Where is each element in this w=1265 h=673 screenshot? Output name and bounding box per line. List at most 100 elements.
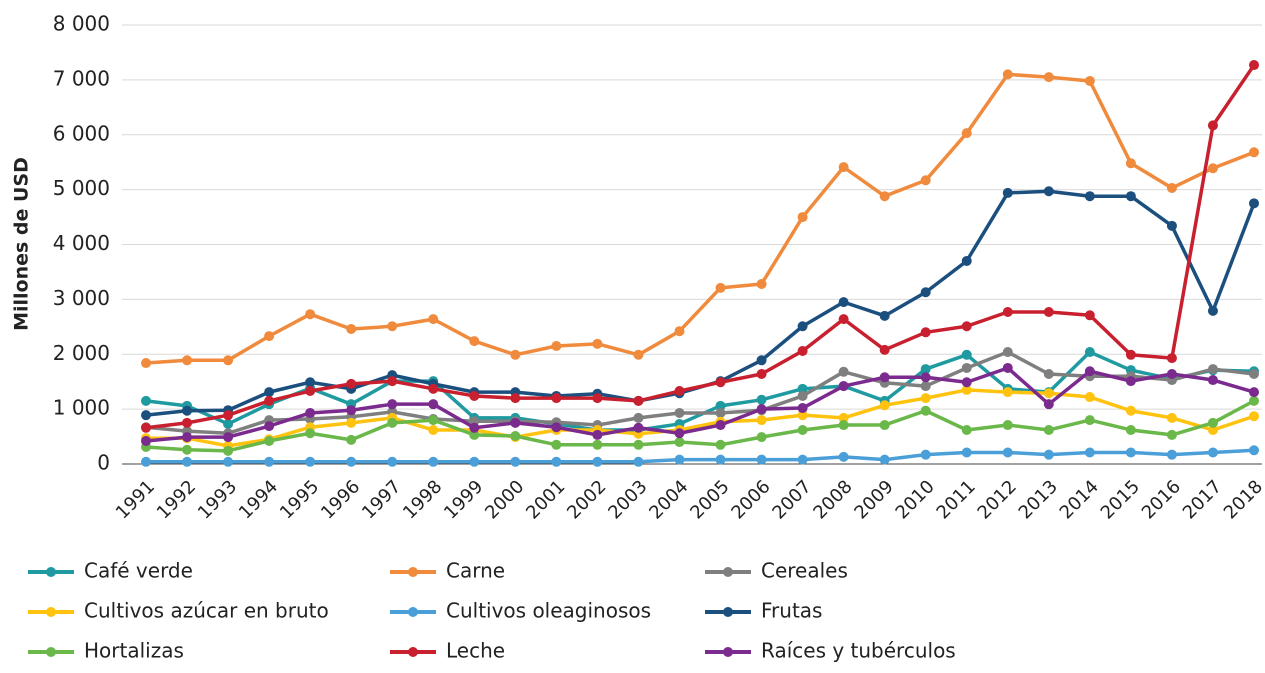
data-point <box>674 407 685 418</box>
data-point <box>1084 191 1095 202</box>
data-point <box>674 386 685 397</box>
data-point <box>1166 220 1177 231</box>
data-point <box>756 369 767 380</box>
data-point <box>510 417 521 428</box>
x-tick-label: 2017 <box>1179 476 1226 523</box>
data-point <box>1084 447 1095 458</box>
data-point <box>551 456 562 467</box>
data-point <box>961 255 972 266</box>
data-point <box>756 279 767 290</box>
y-tick-label: 2 000 <box>53 341 110 365</box>
x-tick-label: 2009 <box>850 476 897 523</box>
data-point <box>633 456 644 467</box>
x-tick-label: 2007 <box>768 476 815 523</box>
legend-label: Hortalizas <box>84 639 184 663</box>
data-point <box>1002 69 1013 80</box>
data-point <box>1043 399 1054 410</box>
data-point <box>1002 387 1013 398</box>
legend-marker <box>723 607 733 617</box>
data-point <box>879 310 890 321</box>
data-point <box>1166 182 1177 193</box>
data-point <box>1207 447 1218 458</box>
data-point <box>1043 388 1054 399</box>
data-point <box>715 400 726 411</box>
x-tick-label: 2002 <box>563 476 610 523</box>
data-point <box>346 456 357 467</box>
data-point <box>428 424 439 435</box>
data-point <box>674 437 685 448</box>
data-point <box>961 377 972 388</box>
data-point <box>797 403 808 414</box>
data-point <box>920 327 931 338</box>
data-point <box>346 378 357 389</box>
data-point <box>1084 366 1095 377</box>
data-point <box>920 364 931 375</box>
data-point <box>387 321 398 332</box>
legend-label: Cereales <box>761 559 848 583</box>
data-point <box>1207 424 1218 435</box>
data-point <box>428 415 439 426</box>
data-point <box>797 390 808 401</box>
x-tick-label: 2008 <box>809 476 856 523</box>
data-point <box>1207 163 1218 174</box>
data-point <box>428 399 439 410</box>
x-tick-label: 2001 <box>522 476 569 523</box>
data-point <box>1207 120 1218 131</box>
data-point <box>469 390 480 401</box>
y-tick-label: 1 000 <box>53 396 110 420</box>
data-point <box>920 175 931 186</box>
data-point <box>1084 75 1095 86</box>
data-point <box>715 377 726 388</box>
data-point <box>797 345 808 356</box>
x-tick-label: 1994 <box>235 476 282 523</box>
data-point <box>797 383 808 394</box>
data-point <box>141 358 151 369</box>
legend-label: Frutas <box>761 599 822 623</box>
data-point <box>428 314 439 325</box>
data-point <box>141 395 151 406</box>
data-point <box>223 432 234 443</box>
data-point <box>428 456 439 467</box>
x-tick-label: 2014 <box>1056 476 1103 523</box>
x-tick-label: 1991 <box>112 476 159 523</box>
data-point <box>879 191 890 202</box>
data-point <box>182 456 193 467</box>
data-point <box>715 420 726 431</box>
data-point <box>1002 306 1013 317</box>
data-point <box>879 420 890 431</box>
data-point <box>182 444 193 455</box>
data-point <box>674 454 685 465</box>
data-point <box>838 420 849 431</box>
data-point <box>838 412 849 423</box>
data-point <box>838 162 849 173</box>
data-point <box>838 297 849 308</box>
data-point <box>1249 395 1259 406</box>
x-tick-label: 2003 <box>604 476 651 523</box>
data-point <box>305 407 316 418</box>
data-point <box>469 456 480 467</box>
data-point <box>592 439 603 450</box>
series-line <box>146 448 1255 464</box>
data-point <box>469 422 480 433</box>
data-point <box>1002 447 1013 458</box>
data-point <box>633 412 644 423</box>
data-point <box>1125 191 1136 202</box>
data-point <box>551 422 562 433</box>
data-point <box>633 439 644 450</box>
data-point <box>1125 424 1136 435</box>
data-point <box>182 355 193 366</box>
x-tick-label: 1993 <box>194 476 241 523</box>
legend-marker <box>408 567 418 577</box>
data-point <box>387 376 398 387</box>
y-axis-label: Millones de USD <box>11 157 33 331</box>
data-point <box>1043 369 1054 380</box>
data-point <box>838 366 849 377</box>
data-point <box>592 338 603 349</box>
data-point <box>961 321 972 332</box>
data-point <box>961 384 972 395</box>
data-point <box>1207 305 1218 316</box>
series-line <box>146 388 1255 448</box>
data-point <box>920 405 931 416</box>
data-point <box>1249 147 1259 158</box>
data-point <box>920 449 931 460</box>
